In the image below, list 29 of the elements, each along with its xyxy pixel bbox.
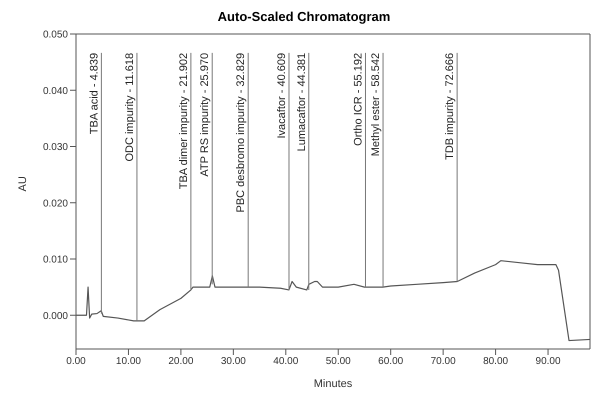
x-tick-label: 40.00 — [273, 356, 299, 368]
annotation: PBC desbromo impurity - 32.829 — [235, 52, 248, 212]
annotation: ODC impurity - 11.618 — [124, 52, 136, 162]
x-tick-label: 90.00 — [536, 356, 561, 368]
annotation: Lumacaftor - 44.381 — [296, 52, 308, 152]
x-tick-label: 30.00 — [220, 356, 246, 368]
y-tick-label: 0.050 — [42, 30, 68, 41]
annotation: Ortho ICR - 55.192 — [352, 52, 364, 146]
annotation: Ivacaftor - 40.609 — [276, 52, 288, 139]
annotation: TBA dimer impurity - 21.902 — [178, 52, 190, 190]
x-tick-label: 0.00 — [66, 356, 86, 368]
y-tick-label: 0.000 — [42, 310, 68, 322]
x-tick-label: 20.00 — [168, 356, 194, 368]
x-tick-label: 80.00 — [483, 356, 509, 368]
x-tick-label: 50.00 — [326, 356, 352, 368]
y-tick-label: 0.010 — [42, 254, 68, 266]
y-tick-label: 0.030 — [42, 142, 68, 154]
x-tick-label: 10.00 — [116, 356, 142, 368]
annotation: TDB impurity - 72.666 — [444, 52, 456, 160]
x-tick-label: 70.00 — [430, 356, 456, 368]
annotation: TBA acid - 4.839 — [88, 52, 100, 134]
y-tick-label: 0.020 — [42, 198, 68, 210]
annotation: Methyl ester - 58.542 — [370, 52, 382, 156]
chart-title: Auto-Scaled Chromatogram — [216, 8, 392, 26]
y-tick-label: 0.040 — [42, 86, 68, 97]
x-tick-label: 60.00 — [378, 356, 404, 368]
x-axis-title: Minutes — [314, 378, 353, 390]
annotation: ATP RS impurity - 25.970 — [199, 52, 212, 177]
y-axis-title: AU — [16, 176, 29, 192]
